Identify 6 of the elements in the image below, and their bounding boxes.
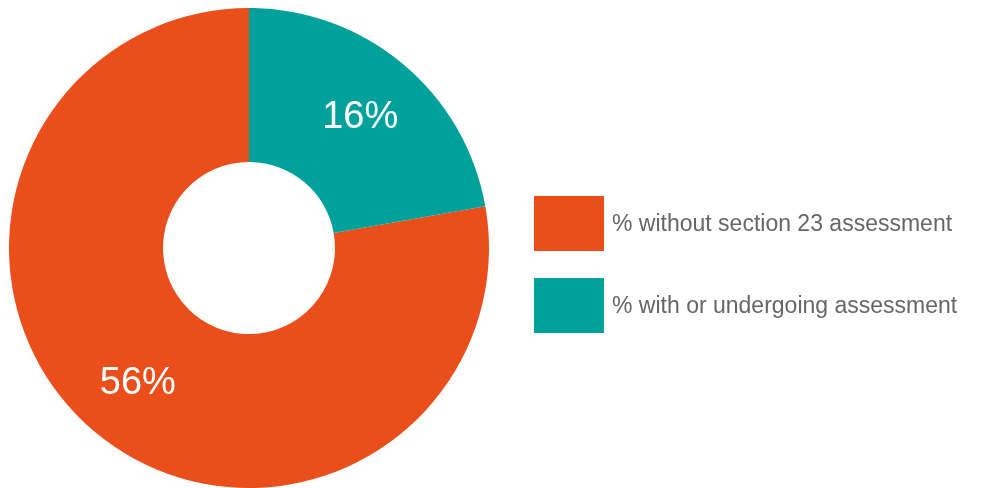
- data-label: 16%: [322, 94, 399, 137]
- donut-slice: [9, 8, 489, 488]
- legend-label: % without section 23 assessment: [612, 210, 953, 237]
- legend-label: % with or undergoing assessment: [612, 292, 958, 319]
- data-label: 56%: [99, 359, 176, 402]
- donut-slice: [249, 8, 486, 234]
